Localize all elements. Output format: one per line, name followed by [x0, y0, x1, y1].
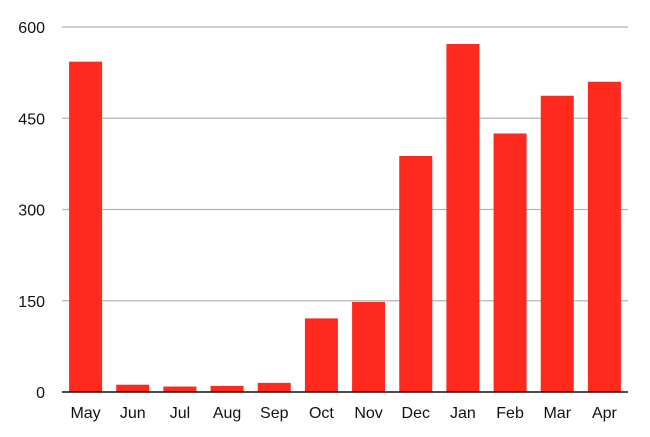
x-tick-label-may: May: [70, 405, 100, 422]
y-tick-label-150: 150: [18, 294, 45, 311]
bar-dec: [399, 155, 433, 392]
grid-lines: [62, 26, 628, 302]
bar-nov: [352, 301, 386, 392]
x-tick-label-nov: Nov: [354, 405, 382, 422]
bars: [69, 44, 621, 393]
x-tick-label-jul: Jul: [170, 405, 190, 422]
y-axis-tick-labels: 0 150 300 450 600: [18, 20, 45, 402]
bar-mar: [540, 95, 574, 392]
x-tick-label-apr: Apr: [592, 405, 618, 422]
x-tick-label-aug: Aug: [213, 405, 241, 422]
x-tick-label-dec: Dec: [402, 405, 430, 422]
x-tick-label-jun: Jun: [120, 405, 146, 422]
x-tick-label-mar: Mar: [543, 405, 571, 422]
y-tick-label-300: 300: [18, 203, 45, 220]
bar-oct: [304, 318, 338, 392]
bar-aug: [210, 385, 244, 392]
x-tick-label-oct: Oct: [309, 405, 334, 422]
bar-feb: [493, 133, 527, 393]
bar-may: [69, 61, 103, 393]
x-tick-label-sep: Sep: [260, 405, 289, 422]
x-axis-category-labels: May Jun Jul Aug Sep Oct Nov Dec Jan Feb Mar Apr: [70, 405, 617, 422]
x-tick-label-feb: Feb: [496, 405, 524, 422]
bar-sep: [257, 382, 291, 392]
y-tick-label-600: 600: [18, 20, 45, 37]
y-tick-label-450: 450: [18, 111, 45, 128]
y-tick-label-0: 0: [36, 385, 45, 402]
bar-jan: [446, 44, 480, 393]
bar-apr: [587, 81, 621, 392]
bar-jun: [116, 384, 150, 392]
bar-jul: [163, 386, 197, 392]
x-tick-label-jan: Jan: [450, 405, 476, 422]
